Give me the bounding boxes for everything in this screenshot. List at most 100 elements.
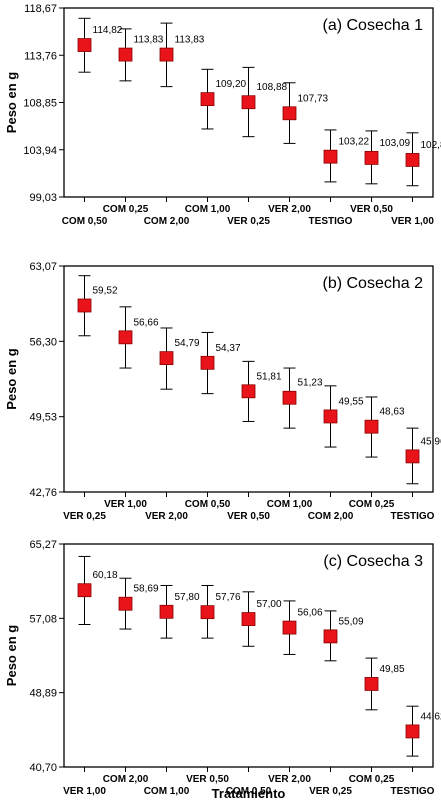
x-tick-label: VER 0,50 xyxy=(227,511,270,522)
x-tick-label: COM 1,00 xyxy=(144,786,190,797)
data-value-label: 103,22 xyxy=(339,137,370,148)
data-point-marker xyxy=(405,449,420,464)
data-point-marker xyxy=(241,384,256,399)
y-tick-label: 42,76 xyxy=(29,487,57,499)
x-tick-label: VER 0,50 xyxy=(186,774,229,785)
chart-panel-1: 99,03 103,94 108,85 113,76 118,67 Peso en g (a… xyxy=(4,3,441,227)
y-tick-label: 103,94 xyxy=(23,145,57,157)
x-tick-label: COM 0,50 xyxy=(185,499,231,510)
data-point-marker xyxy=(77,38,92,52)
y-tick-label: 118,67 xyxy=(24,3,57,15)
data-value-label: 56,66 xyxy=(134,317,159,328)
data-value-label: 54,37 xyxy=(216,343,241,354)
data-value-label: 49,55 xyxy=(339,396,364,407)
data-point-marker xyxy=(118,596,133,611)
y-axis-label: Peso en g xyxy=(4,348,19,409)
data-point-marker xyxy=(159,351,174,366)
data-point-marker xyxy=(405,724,420,739)
data-point-marker xyxy=(323,409,338,424)
data-point-marker xyxy=(200,355,215,370)
y-tick-label: 113,76 xyxy=(24,50,57,62)
x-tick-label: COM 2,00 xyxy=(144,216,190,227)
data-value-label: 108,88 xyxy=(257,82,288,93)
data-value-label: 60,18 xyxy=(93,570,118,581)
x-tick-label: VER 0,50 xyxy=(350,204,393,215)
panel-title: (b) Cosecha 2 xyxy=(323,275,424,292)
data-value-label: 51,81 xyxy=(257,371,282,382)
x-tick-label: VER 0,25 xyxy=(227,216,270,227)
data-value-label: 57,80 xyxy=(175,592,200,603)
x-tick-label: COM 1,00 xyxy=(185,204,231,215)
chart-panel-3: 40,70 48,89 57,08 65,27 Peso en g (c) Cosecha… xyxy=(4,539,441,797)
y-axis-label: Peso en g xyxy=(4,72,19,133)
x-tick-label: VER 1,00 xyxy=(63,786,106,797)
data-value-label: 109,20 xyxy=(216,79,247,90)
data-value-label: 54,79 xyxy=(175,338,200,349)
panel-title: (c) Cosecha 3 xyxy=(323,553,423,570)
data-value-label: 107,73 xyxy=(298,93,329,104)
x-tick-label: COM 2,00 xyxy=(103,774,149,785)
plot-frame xyxy=(63,543,434,768)
x-tick-label: COM 0,25 xyxy=(103,204,149,215)
data-point-marker xyxy=(77,298,92,313)
y-tick-label: 57,08 xyxy=(29,613,57,625)
data-value-label: 103,09 xyxy=(380,138,411,149)
chart-panel-2: 42,76 49,53 56,30 63,07 Peso en g (b) Cosecha… xyxy=(4,261,441,522)
y-tick-label: 99,03 xyxy=(29,192,57,204)
data-point-marker xyxy=(241,612,256,626)
data-value-label: 44,62 xyxy=(421,711,441,722)
y-tick-label: 56,30 xyxy=(29,336,57,348)
y-tick-label: 40,70 xyxy=(29,762,57,774)
data-value-label: 113,83 xyxy=(175,35,205,46)
y-axis-label: Peso en g xyxy=(4,625,19,686)
panel-title: (a) Cosecha 1 xyxy=(323,17,424,34)
data-point-marker xyxy=(77,583,92,598)
data-point-marker xyxy=(200,605,215,620)
x-tick-label: VER 2,00 xyxy=(145,511,188,522)
data-point-marker xyxy=(323,629,338,644)
x-tick-label: TESTIGO xyxy=(391,786,435,797)
x-tick-label: TESTIGO xyxy=(309,216,353,227)
data-point-marker xyxy=(282,390,297,405)
data-value-label: 48,63 xyxy=(380,407,405,418)
y-tick-label: 63,07 xyxy=(29,261,57,273)
data-point-marker xyxy=(200,92,215,107)
data-point-marker xyxy=(405,153,420,167)
data-value-label: 58,69 xyxy=(134,584,159,595)
y-tick-label: 48,89 xyxy=(29,688,57,700)
data-point-marker xyxy=(364,419,379,434)
data-value-label: 45,96 xyxy=(421,436,441,447)
data-value-label: 49,85 xyxy=(380,664,405,675)
data-value-label: 51,23 xyxy=(298,378,323,389)
x-tick-label: VER 0,25 xyxy=(63,511,106,522)
data-value-label: 114,82 xyxy=(93,25,123,36)
y-tick-label: 65,27 xyxy=(29,539,57,551)
data-value-label: 57,76 xyxy=(216,592,241,603)
x-tick-label: TESTIGO xyxy=(391,511,435,522)
data-point-marker xyxy=(364,677,379,691)
y-tick-label: 108,85 xyxy=(23,98,57,110)
data-point-marker xyxy=(323,149,338,164)
data-point-marker xyxy=(118,330,133,345)
x-tick-label: COM 0,50 xyxy=(226,786,272,797)
y-tick-label: 49,53 xyxy=(29,412,57,424)
data-point-marker xyxy=(282,620,297,635)
x-tick-label: COM 1,00 xyxy=(267,499,313,510)
data-value-label: 59,52 xyxy=(93,286,118,297)
x-tick-label: COM 0,25 xyxy=(349,774,395,785)
data-point-marker xyxy=(241,95,256,110)
data-value-label: 57,00 xyxy=(257,599,282,610)
data-point-marker xyxy=(282,106,297,121)
x-tick-label: VER 2,00 xyxy=(268,204,311,215)
data-point-marker xyxy=(118,47,133,62)
data-value-label: 56,06 xyxy=(298,608,323,619)
x-tick-label: VER 1,00 xyxy=(391,216,434,227)
data-point-marker xyxy=(159,604,174,619)
x-tick-label: COM 2,00 xyxy=(308,511,354,522)
x-tick-label: VER 1,00 xyxy=(104,499,147,510)
data-value-label: 102,88 xyxy=(421,140,441,151)
x-tick-label: VER 2,00 xyxy=(268,774,311,785)
x-axis-label: Tratamiento xyxy=(212,786,286,801)
data-point-marker xyxy=(159,47,174,62)
